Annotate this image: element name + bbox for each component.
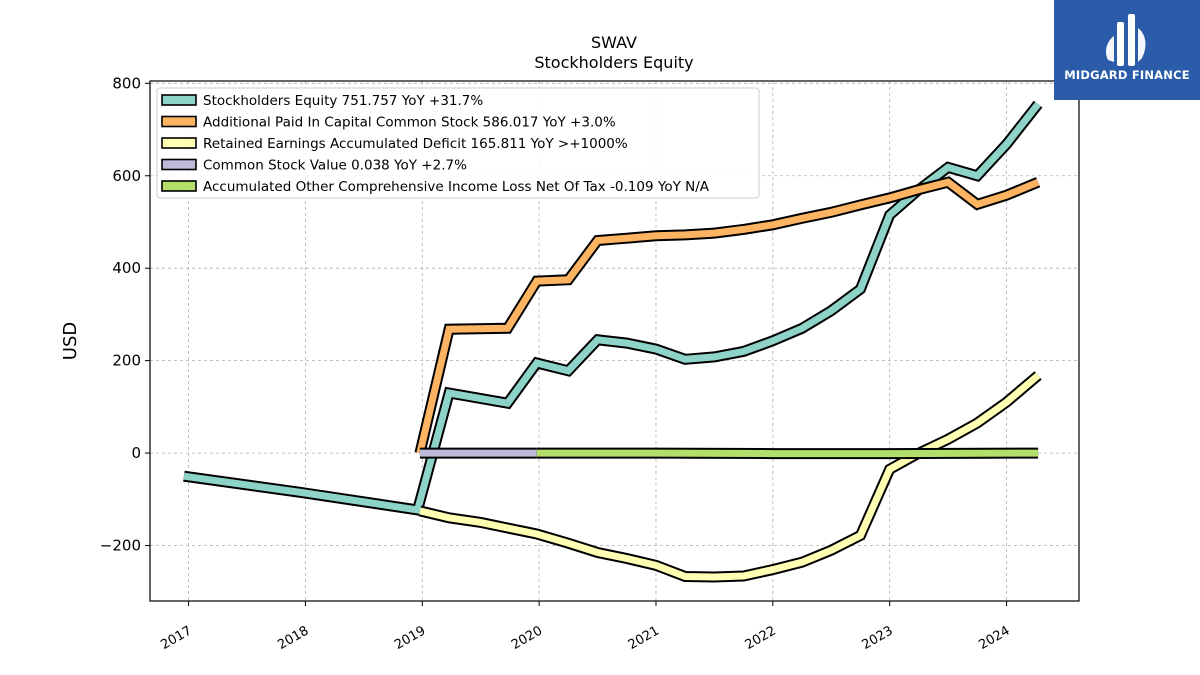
legend-swatch-0 [161, 94, 197, 106]
x-tick-label-3: 2020 [509, 623, 545, 653]
legend-box [156, 87, 760, 199]
series-line-2 [419, 372, 1041, 581]
series-outline-2 [418, 371, 1042, 583]
x-axis: 2017 2018 2019 2020 2021 2022 2023 2024 [158, 601, 1013, 653]
legend-swatch-2 [161, 137, 197, 149]
series-1 [414, 176, 1041, 455]
legend-swatch-3 [161, 158, 197, 171]
legend-label-1: Additional Paid In Capital Common Stock … [203, 115, 616, 131]
legend-label-3: Common Stock Value 0.038 YoY +2.7% [203, 158, 467, 174]
y-tick-label-1: 0 [131, 444, 141, 462]
legend: Stockholders Equity 751.757 YoY +31.7% Ad… [156, 87, 760, 199]
y-tick-label-3: 400 [112, 259, 141, 277]
legend-swatch-4 [161, 180, 197, 192]
series-4 [536, 447, 1039, 460]
legend-label-4: Accumulated Other Comprehensive Income L… [203, 179, 710, 195]
x-tick-label-7: 2024 [976, 623, 1012, 653]
y-tick-label-2: 200 [112, 352, 141, 370]
legend-label-2: Retained Earnings Accumulated Deficit 16… [203, 136, 628, 152]
x-tick-label-6: 2023 [860, 623, 896, 653]
logo-text: MIDGARD FINANCE [1064, 68, 1190, 82]
y-tick-label-0: −200 [100, 537, 141, 555]
series-line-4 [536, 449, 1039, 458]
chart-title: SWAV [591, 33, 637, 52]
series-line-1 [416, 178, 1040, 454]
y-axis: −200 0 200 400 600 800 [100, 74, 150, 555]
y-axis-label: USD [60, 322, 81, 360]
legend-label-0: Stockholders Equity 751.757 YoY +31.7% [203, 93, 483, 109]
series-2 [418, 371, 1042, 583]
series-lines [183, 100, 1043, 583]
y-tick-label-4: 600 [112, 167, 141, 185]
x-tick-label-4: 2021 [626, 623, 662, 653]
y-tick-label-5: 800 [112, 74, 141, 92]
chart-subtitle: Stockholders Equity [534, 53, 693, 72]
x-tick-label-5: 2022 [743, 623, 779, 653]
legend-swatch-1 [161, 115, 197, 128]
midgard-logo-icon [1106, 14, 1146, 66]
plot-frame [149, 80, 1080, 602]
x-tick-label-2: 2019 [392, 623, 428, 653]
x-tick-label-1: 2018 [275, 623, 311, 653]
x-tick-label-0: 2017 [158, 623, 194, 653]
midgard-finance-logo: MIDGARD FINANCE [1054, 0, 1200, 100]
